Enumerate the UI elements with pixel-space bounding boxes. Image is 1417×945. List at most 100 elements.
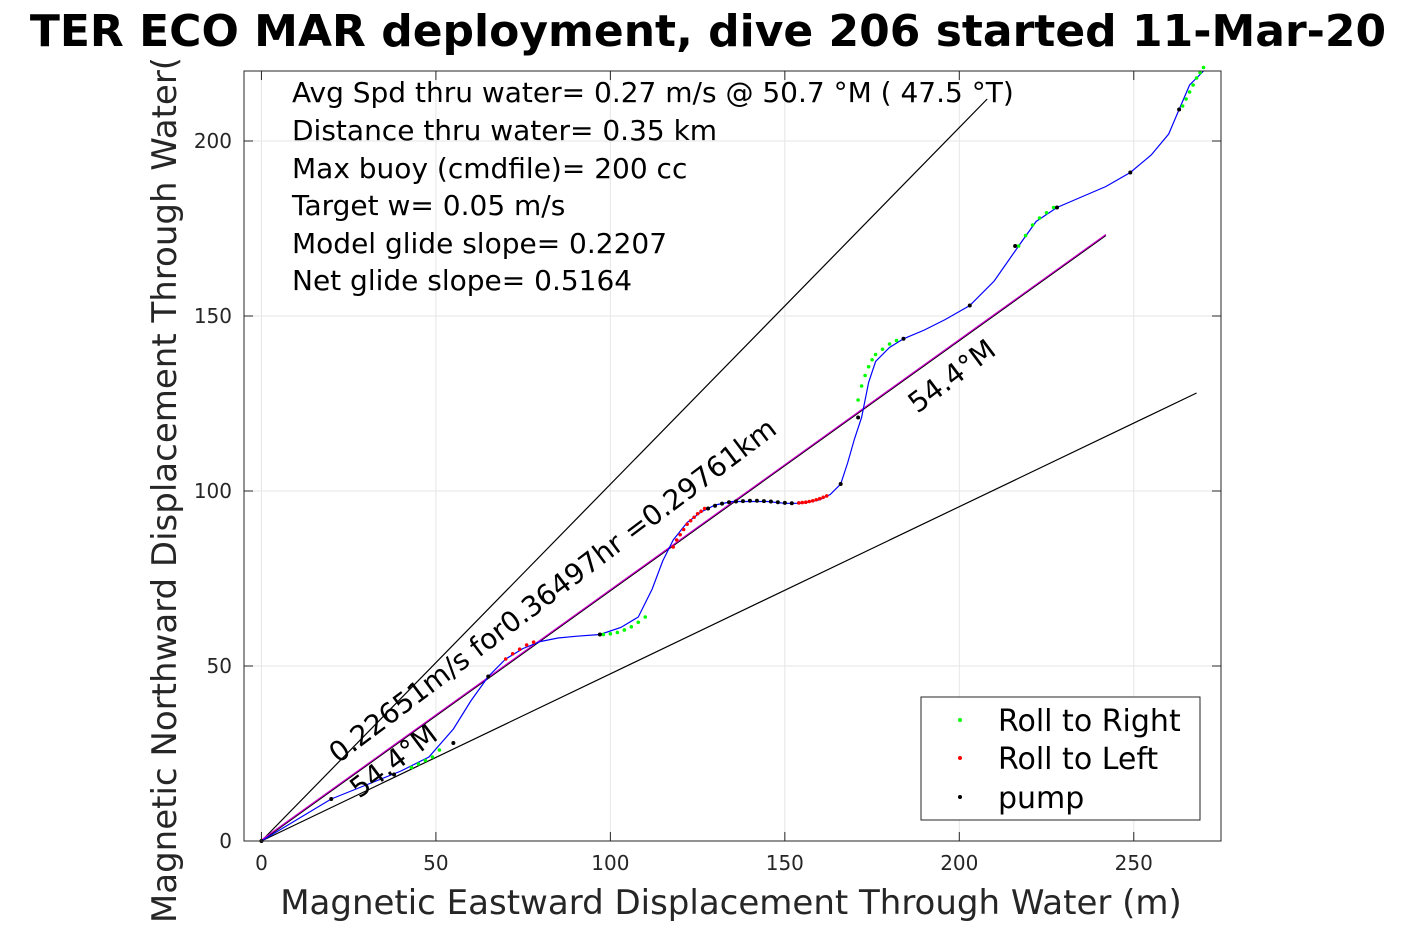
point-roll-to-left [524,643,529,647]
point-pump [1177,107,1182,112]
point-pump [1055,205,1060,210]
point-pump [768,499,773,504]
point-roll-to-right [1194,76,1199,80]
reference-line-upper-bound [261,98,988,842]
point-roll-to-right [894,338,899,343]
point-roll-to-right [1191,83,1195,87]
stats-target-w: Target w= 0.05 m/s [291,189,565,222]
stats-distance: Distance thru water= 0.35 km [292,114,717,147]
heading-reference-line [261,235,1107,842]
point-roll-to-right [622,628,627,632]
point-pump [856,415,861,420]
point-roll-to-right [615,630,620,635]
point-pump [789,501,794,506]
stats-avg-speed: Avg Spd thru water= 0.27 m/s @ 50.7 °M (… [292,76,1014,109]
point-roll-to-right [437,748,442,752]
point-roll-to-right [409,765,414,770]
legend-label-pump: pump [998,781,1084,816]
x-tick-label: 50 [423,851,448,875]
point-roll-to-left [814,497,819,502]
point-roll-to-right [873,352,878,357]
plot-area [243,70,1222,842]
point-roll-to-right [866,364,871,369]
legend-label-roll-left: Roll to Left [998,742,1158,777]
chart-title: TER ECO MAR deployment, dive 206 started… [30,6,1386,57]
point-roll-to-right [1016,244,1021,248]
point-pump [720,501,725,506]
point-roll-to-right [1180,104,1185,108]
point-pump [782,500,787,505]
point-roll-to-right [1198,70,1202,75]
point-roll-to-left [685,522,689,527]
point-pump [392,772,397,777]
point-roll-to-right [629,625,634,629]
y-tick-label: 200 [194,129,232,153]
point-roll-to-right [880,347,885,352]
point-roll-to-right [430,755,435,759]
point-roll-to-right [1044,210,1049,215]
point-roll-to-left [692,515,696,520]
point-roll-to-right [416,762,421,766]
point-roll-to-right [423,758,428,763]
point-pump [1013,244,1018,248]
legend-marker-roll-right [958,718,962,722]
point-pump [754,498,759,503]
legend-label-roll-right: Roll to Right [998,704,1181,739]
point-roll-to-left [681,527,686,532]
point-roll-to-left [503,657,508,661]
point-pump [706,506,711,511]
ticks-layer: 0 50 100 150 200 250 0 50 100 150 200 [194,71,1221,875]
point-pump [775,500,780,505]
x-tick-label: 200 [940,851,978,875]
point-roll-to-left [796,501,801,505]
legend-box [920,696,1201,821]
y-tick-label: 50 [207,654,232,678]
point-pump [1128,170,1133,175]
stats-text-block: Avg Spd thru water= 0.27 m/s @ 50.7 °M (… [291,76,1014,297]
point-pump [597,632,602,637]
point-pump [727,500,732,505]
point-roll-to-left [817,496,822,501]
point-roll-to-right [1051,205,1056,210]
stats-max-buoy: Max buoy (cmdfile)= 200 cc [292,152,687,185]
point-roll-to-left [803,500,808,505]
point-roll-to-right [608,632,613,636]
point-roll-to-left [531,640,536,644]
annotations-layer: 0.22651m/s for0.36497hr =0.29761km54.4°M… [323,333,1002,805]
point-pump [733,499,738,504]
rotated-annotation: 0.22651m/s for0.36497hr =0.29761km [323,412,783,770]
point-pump [838,482,843,486]
point-roll-to-left [702,506,707,511]
stats-net-glide: Net glide slope= 0.5164 [292,264,632,297]
point-roll-to-right [887,342,892,346]
point-pump [486,674,491,679]
point-pump [967,303,972,308]
point-roll-to-left [800,500,805,505]
x-tick-label: 150 [766,851,804,875]
point-roll-to-left [671,545,675,549]
reference-lines-layer [261,98,1197,842]
point-roll-to-right [859,384,864,388]
legend: Roll to Right Roll to Left pump [920,696,1201,821]
point-roll-to-left [510,651,515,656]
point-roll-to-left [688,518,693,523]
point-roll-to-left [807,499,812,504]
point-roll-to-left [695,511,700,516]
point-roll-to-right [856,398,860,402]
x-tick-label: 100 [591,851,629,875]
point-pump [747,498,752,503]
point-roll-to-right [1201,65,1206,70]
point-roll-to-left [821,495,826,500]
markers-layer [259,65,1206,843]
y-axis-label: Magnetic Northward Displacement Through … [145,57,185,923]
stats-model-glide: Model glide slope= 0.2207 [292,227,667,260]
point-roll-to-right [1030,223,1035,227]
point-pump [713,503,718,508]
point-roll-to-right [601,632,606,637]
heading-line [261,234,1107,841]
point-roll-to-right [1187,90,1192,94]
point-roll-to-left [678,532,682,537]
point-roll-to-right [1023,233,1028,238]
point-roll-to-right [1184,97,1188,101]
